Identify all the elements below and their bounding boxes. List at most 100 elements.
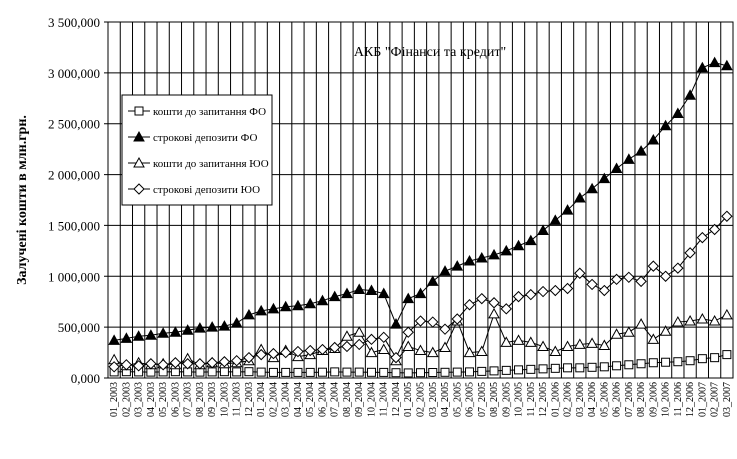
- point: [108, 361, 120, 373]
- point: [489, 366, 499, 376]
- point: [563, 363, 573, 373]
- point: [305, 367, 315, 377]
- point: [316, 294, 329, 306]
- point: [624, 360, 634, 370]
- point: [610, 273, 623, 286]
- point: [476, 292, 488, 305]
- point: [243, 351, 255, 364]
- x-tick-label: 10_2004: [366, 382, 377, 417]
- x-tick-label: 10_2003: [219, 382, 230, 417]
- point: [477, 366, 487, 376]
- point: [230, 355, 243, 367]
- point: [402, 340, 415, 351]
- x-tick-label: 08_2006: [636, 382, 647, 417]
- point: [426, 346, 439, 358]
- point: [710, 353, 720, 363]
- point: [538, 364, 548, 374]
- point: [377, 287, 390, 299]
- x-tick-label: 04_2003: [146, 382, 157, 417]
- point: [353, 283, 366, 295]
- point: [157, 359, 169, 371]
- point: [169, 326, 182, 337]
- point: [721, 210, 733, 222]
- x-tick-label: 05_2006: [599, 382, 610, 417]
- point: [575, 363, 585, 373]
- x-tick-label: 07_2004: [330, 382, 341, 417]
- x-tick-label: 10_2005: [514, 382, 525, 417]
- point: [292, 345, 304, 358]
- x-tick-label: 06_2006: [612, 382, 623, 417]
- point: [623, 271, 635, 284]
- x-tick-label: 02_2006: [563, 382, 574, 417]
- x-tick-label: 01_2006: [550, 382, 561, 417]
- point: [426, 275, 439, 286]
- x-tick-label: 11_2005: [526, 382, 537, 417]
- point: [463, 254, 476, 266]
- point: [659, 270, 672, 282]
- x-tick-label: 06_2003: [170, 382, 181, 417]
- x-tick-label: 04_2005: [440, 382, 451, 417]
- x-tick-label: 06_2005: [465, 382, 476, 417]
- point: [574, 267, 586, 279]
- point: [622, 153, 635, 164]
- x-tick-label: 07_2005: [477, 382, 488, 417]
- y-tick-label: 0,000: [71, 371, 100, 386]
- legend-marker: [134, 106, 144, 116]
- x-tick-label: 02_2004: [268, 382, 279, 417]
- point: [537, 224, 549, 236]
- point: [120, 359, 133, 371]
- point: [561, 204, 574, 215]
- x-tick-label: 08_2003: [195, 382, 206, 417]
- legend-label: кошти до запитання ЮО: [153, 158, 269, 170]
- x-tick-label: 02_2007: [710, 382, 721, 417]
- point: [635, 318, 647, 329]
- point: [390, 318, 402, 329]
- y-tick-label: 2 500,000: [48, 117, 100, 132]
- x-tick-label: 07_2003: [183, 382, 194, 417]
- x-tick-label: 12_2006: [685, 382, 696, 417]
- point: [379, 367, 389, 377]
- legend-marker: [133, 130, 145, 142]
- point: [684, 89, 696, 100]
- point: [207, 367, 217, 377]
- x-tick-label: 05_2004: [305, 382, 316, 417]
- chart-title: АКБ "Фінанси та кредит": [354, 45, 506, 60]
- point: [414, 344, 427, 356]
- point: [659, 119, 672, 131]
- point: [722, 350, 732, 360]
- point: [440, 367, 450, 377]
- point: [475, 251, 488, 263]
- point: [219, 367, 229, 377]
- point: [341, 330, 353, 341]
- point: [403, 368, 413, 378]
- point: [524, 336, 537, 347]
- x-tick-label: 08_2005: [489, 382, 500, 417]
- point: [648, 358, 658, 368]
- legend: кошти до запитання ФО строкові депозити Ф…: [121, 94, 273, 206]
- legend-box: [121, 94, 273, 206]
- point: [685, 356, 695, 366]
- point: [330, 367, 340, 377]
- point: [255, 348, 267, 361]
- point: [439, 265, 451, 276]
- point: [132, 360, 145, 372]
- point: [622, 326, 635, 337]
- x-tick-label: 12_2005: [538, 382, 549, 417]
- point: [120, 332, 133, 343]
- point: [672, 316, 684, 327]
- point: [475, 345, 488, 357]
- point: [612, 361, 622, 371]
- y-tick-label: 1 000,000: [48, 269, 100, 284]
- point: [573, 338, 586, 349]
- point: [206, 321, 219, 332]
- point: [341, 340, 353, 353]
- point: [598, 172, 611, 184]
- point: [230, 317, 243, 328]
- x-tick-label: 01_2005: [403, 382, 414, 417]
- point: [268, 367, 278, 377]
- point: [145, 358, 157, 370]
- point: [145, 329, 157, 340]
- point: [377, 343, 390, 355]
